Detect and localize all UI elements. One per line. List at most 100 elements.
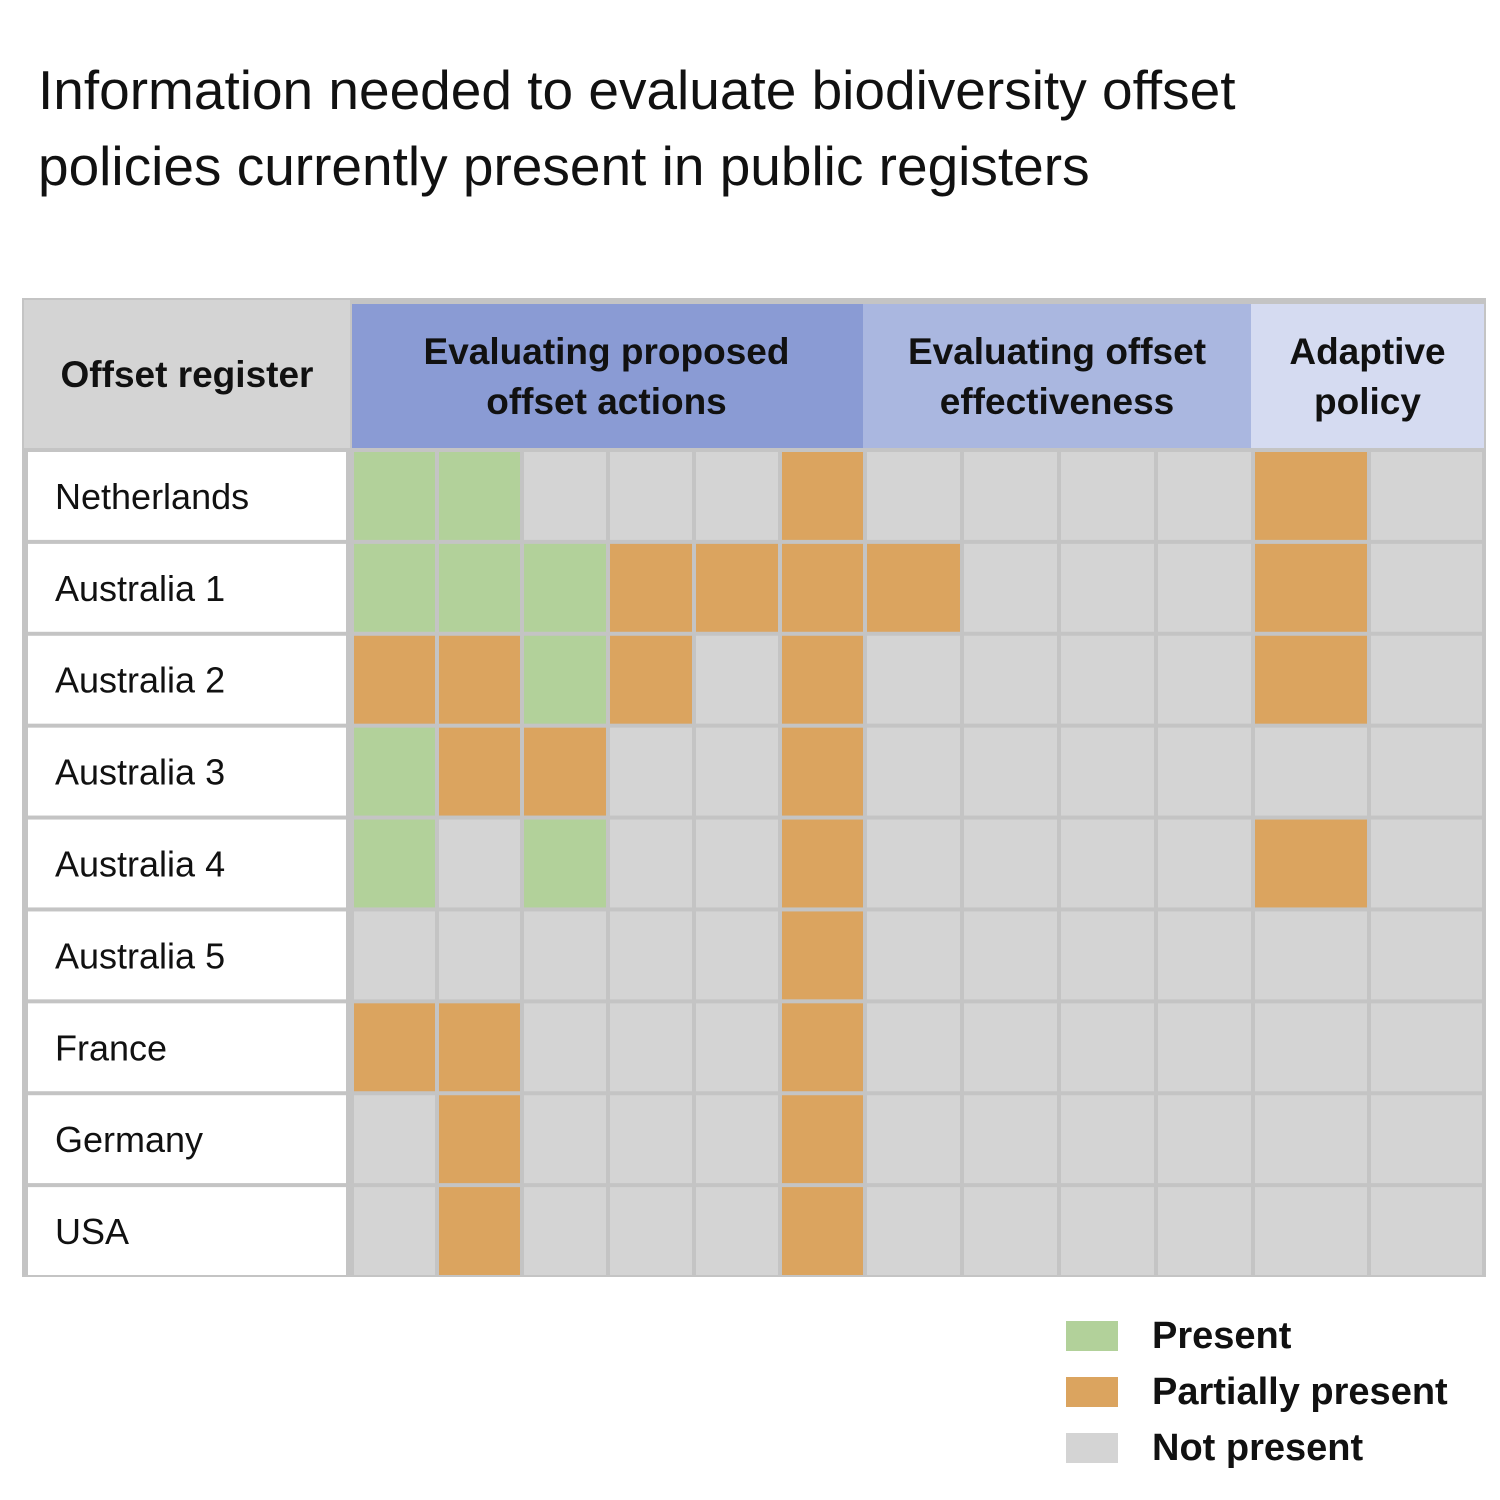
legend-swatch-not-present [1066,1433,1118,1463]
legend-label-present: Present [1152,1314,1292,1357]
row-label-cell [28,1095,346,1184]
row-label-cell [28,1187,346,1275]
cell-present [439,543,520,632]
cell-partially-present [782,911,863,1000]
column-group-label-3-line-1: Adaptive [1289,331,1445,372]
row-label: Australia 3 [55,752,225,793]
cell-partially-present [354,1003,435,1092]
row-label: Australia 1 [55,568,225,609]
row-label-cell [28,911,346,1000]
cell-not-present [964,1095,1057,1184]
cell-partially-present [782,1187,863,1275]
column-group-label-1-line-2: offset actions [486,381,727,422]
row-label: France [55,1027,167,1068]
row-label-cell [28,727,346,816]
column-group-label-2-line-1: Evaluating offset [908,331,1206,372]
column-group-label-3-line-2: policy [1314,381,1421,422]
column-group-header-3 [1251,304,1484,448]
cell-partially-present [354,635,435,724]
cell-present [354,452,435,540]
cell-not-present [867,727,960,816]
legend-label-partially-present: Partially present [1152,1370,1448,1413]
cell-not-present [354,1187,435,1275]
legend-label-not-present: Not present [1152,1426,1364,1469]
cell-partially-present [439,727,520,816]
row-header-label: Offset register [61,354,314,395]
cell-not-present [524,452,606,540]
cell-partially-present [610,635,692,724]
cell-not-present [696,1003,778,1092]
cell-present [354,727,435,816]
cell-not-present [867,911,960,1000]
cell-not-present [1158,1003,1251,1092]
cell-not-present [1158,911,1251,1000]
cell-not-present [1061,1187,1154,1275]
cell-not-present [1371,1095,1482,1184]
cell-not-present [696,727,778,816]
cell-not-present [964,1003,1057,1092]
cell-partially-present [782,819,863,908]
cell-not-present [1061,1003,1154,1092]
cell-not-present [1158,452,1251,540]
cell-partially-present [1255,819,1367,908]
row-label-cell [28,819,346,908]
legend-item-partially-present: Partially present [1066,1364,1448,1420]
cell-not-present [1158,1187,1251,1275]
row-label: Australia 5 [55,935,225,976]
cell-not-present [1255,1187,1367,1275]
cell-partially-present [524,727,606,816]
row-label-cell [28,543,346,632]
row-label: USA [55,1211,129,1252]
cell-present [524,543,606,632]
row-label-cell [28,635,346,724]
cell-not-present [696,911,778,1000]
cell-not-present [867,819,960,908]
cell-partially-present [439,635,520,724]
row-label: Australia 4 [55,844,225,885]
cell-not-present [867,452,960,540]
cell-not-present [524,1187,606,1275]
cell-not-present [610,1187,692,1275]
cell-not-present [1061,911,1154,1000]
cell-partially-present [439,1003,520,1092]
cell-not-present [610,452,692,540]
row-header-cell [24,300,350,448]
cell-not-present [1371,1003,1482,1092]
chart-title-line-1: Information needed to evaluate biodivers… [38,59,1236,121]
cell-partially-present [782,1095,863,1184]
cell-not-present [1061,727,1154,816]
legend-item-not-present: Not present [1066,1420,1448,1476]
cell-not-present [1371,819,1482,908]
cell-not-present [1158,727,1251,816]
cell-not-present [696,819,778,908]
cell-not-present [964,727,1057,816]
cell-not-present [1158,1095,1251,1184]
cell-partially-present [696,543,778,632]
cell-not-present [610,727,692,816]
cell-not-present [1255,1095,1367,1184]
legend-item-present: Present [1066,1308,1448,1364]
row-label: Australia 2 [55,660,225,701]
cell-present [524,635,606,724]
cell-not-present [1061,543,1154,632]
cell-not-present [1371,1187,1482,1275]
cell-not-present [1158,635,1251,724]
cell-partially-present [782,452,863,540]
cell-not-present [354,1095,435,1184]
cell-not-present [696,635,778,724]
cell-not-present [1158,819,1251,908]
cell-not-present [1371,635,1482,724]
cell-present [439,452,520,540]
column-group-label-1-line-1: Evaluating proposed [424,331,790,372]
cell-not-present [696,1095,778,1184]
cell-not-present [696,1187,778,1275]
cell-partially-present [610,543,692,632]
cell-not-present [964,819,1057,908]
cell-not-present [354,911,435,1000]
cell-partially-present [867,543,960,632]
cell-partially-present [782,543,863,632]
cell-partially-present [782,727,863,816]
cell-not-present [867,1187,960,1275]
row-label: Netherlands [55,476,249,517]
cell-not-present [439,911,520,1000]
